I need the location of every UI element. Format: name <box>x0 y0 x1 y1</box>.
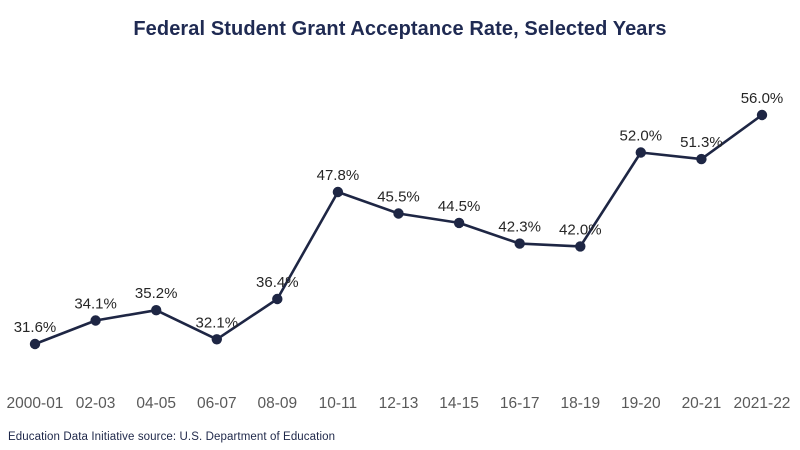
data-point <box>272 293 283 305</box>
data-point-label: 42.0% <box>559 221 602 238</box>
x-axis-label: 12-13 <box>379 395 419 412</box>
x-axis-label: 2000-01 <box>7 395 64 412</box>
data-point-label: 31.6% <box>14 319 57 336</box>
x-axis-label: 02-03 <box>76 395 116 412</box>
x-axis-label: 14-15 <box>439 395 479 412</box>
data-point-label: 45.5% <box>377 189 420 206</box>
data-point <box>29 338 41 350</box>
data-point-label: 32.1% <box>196 314 239 331</box>
data-point <box>756 109 768 121</box>
x-axis-label: 2021-22 <box>734 395 791 412</box>
data-point <box>635 147 646 158</box>
data-point <box>575 241 586 252</box>
data-point <box>453 217 465 229</box>
data-point-label: 35.2% <box>135 285 178 302</box>
data-point-label: 52.0% <box>620 128 663 145</box>
data-point <box>90 315 101 326</box>
x-axis-label: 04-05 <box>136 395 176 412</box>
chart-title: Federal Student Grant Acceptance Rate, S… <box>133 18 667 40</box>
data-point-label: 44.5% <box>438 198 481 215</box>
x-axis-label: 20-21 <box>682 395 722 412</box>
x-axis-label: 18-19 <box>560 395 600 412</box>
x-axis-label: 10-11 <box>319 395 358 412</box>
data-point-label: 42.3% <box>498 219 541 236</box>
data-point-label: 51.3% <box>680 134 723 151</box>
data-point-label: 36.4% <box>256 274 299 291</box>
data-point <box>211 334 222 345</box>
x-axis-label: 19-20 <box>621 395 661 412</box>
data-point <box>696 153 707 165</box>
data-point-label: 56.0% <box>741 90 784 107</box>
data-point-label: 34.1% <box>74 296 117 313</box>
data-point-label: 47.8% <box>317 167 360 184</box>
source-note: Education Data Initiative source: U.S. D… <box>8 431 336 443</box>
data-point <box>332 186 344 198</box>
data-point <box>151 305 162 316</box>
x-axis-label: 08-09 <box>257 395 297 412</box>
x-axis-label: 16-17 <box>500 395 540 412</box>
data-point <box>514 238 525 249</box>
x-axis-label: 06-07 <box>197 395 237 412</box>
data-point <box>393 208 404 219</box>
trend-line <box>33 113 764 346</box>
